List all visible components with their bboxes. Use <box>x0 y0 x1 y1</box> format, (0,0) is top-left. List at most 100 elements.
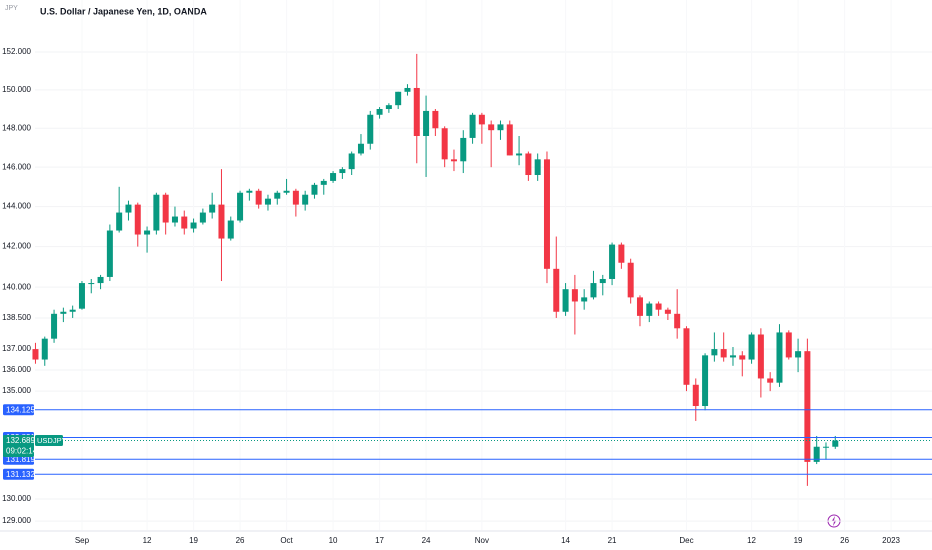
price-line-label: 134.125 <box>6 405 35 414</box>
candle-body <box>739 355 746 360</box>
candle-body <box>292 190 299 205</box>
candle <box>757 328 764 398</box>
candle <box>264 194 271 211</box>
candle-body <box>69 309 76 312</box>
candle <box>311 182 318 199</box>
candle-body <box>636 297 643 316</box>
y-tick-label: 138.500 <box>2 313 31 322</box>
corner-label: JPY <box>5 5 18 12</box>
candle <box>125 200 132 221</box>
candle-body <box>478 114 485 125</box>
y-tick-label: 146.000 <box>2 162 31 171</box>
candle-body <box>441 128 448 160</box>
candle-body <box>302 194 309 205</box>
candle-body <box>60 311 67 314</box>
candle <box>488 120 495 168</box>
candle <box>683 326 690 392</box>
candle <box>134 202 141 247</box>
candle <box>664 307 671 321</box>
candle-body <box>88 283 95 285</box>
candle <box>218 169 225 282</box>
candle-body <box>646 303 653 316</box>
candle-body <box>785 332 792 358</box>
candle <box>711 332 718 362</box>
candle-body <box>795 351 802 358</box>
candle <box>618 242 625 269</box>
candle <box>376 107 383 119</box>
candle <box>720 332 727 362</box>
candle <box>395 91 402 110</box>
candle <box>534 153 541 181</box>
price-line-label: 131.132 <box>6 470 35 479</box>
x-tick-label: 14 <box>561 536 570 545</box>
candle-body <box>274 192 281 199</box>
candle-body <box>209 204 216 213</box>
candle <box>302 190 309 211</box>
y-tick-label: 130.000 <box>2 494 31 503</box>
candle <box>553 236 560 318</box>
candle <box>543 151 550 284</box>
candle-body <box>757 334 764 379</box>
candle-body <box>423 110 430 136</box>
candle <box>581 289 588 310</box>
candle <box>348 151 355 176</box>
candle <box>795 338 802 373</box>
candle <box>478 112 485 144</box>
candle-body <box>692 384 699 406</box>
price-line-label-box <box>3 404 34 416</box>
candle-body <box>590 283 597 298</box>
x-tick-label: Sep <box>75 536 90 545</box>
candle-body <box>97 276 104 284</box>
x-tick-label: Nov <box>475 536 489 545</box>
price-line-label-box <box>3 468 34 480</box>
candle <box>144 226 151 253</box>
candle <box>441 126 448 168</box>
candle <box>97 274 104 290</box>
candle <box>739 351 746 377</box>
candle <box>776 324 783 387</box>
candle-body <box>822 446 829 448</box>
x-tick-label: 26 <box>236 536 245 545</box>
candle <box>655 301 662 316</box>
candle <box>209 192 216 219</box>
candle-body <box>376 109 383 115</box>
x-tick-label: 24 <box>422 536 431 545</box>
candle <box>357 134 364 156</box>
x-tick-label: 21 <box>608 536 617 545</box>
candle-body <box>729 355 736 358</box>
candle <box>450 149 457 172</box>
x-tick-label: 12 <box>747 536 756 545</box>
candle-body <box>469 114 476 138</box>
candle <box>385 103 392 113</box>
candle-body <box>339 169 346 174</box>
candle <box>525 151 532 181</box>
y-tick-label: 136.000 <box>2 365 31 374</box>
candle <box>413 53 420 164</box>
candle <box>32 342 39 364</box>
countdown-label: 09:02:14 <box>6 447 38 456</box>
candle-body <box>153 194 160 231</box>
candle-body <box>227 220 234 239</box>
candle <box>432 109 439 136</box>
candle <box>283 178 290 195</box>
grid <box>35 0 932 530</box>
candle <box>116 186 123 233</box>
candle-body <box>534 159 541 176</box>
candle-body <box>450 159 457 162</box>
candle-body <box>264 198 271 205</box>
candle-body <box>525 153 532 176</box>
candle <box>609 242 616 286</box>
candle-body <box>348 153 355 170</box>
y-tick-label: 142.000 <box>2 242 31 251</box>
candle-body <box>357 143 364 154</box>
candle-body <box>702 355 709 406</box>
candle-body <box>748 334 755 360</box>
candle-body <box>171 216 178 223</box>
candle-body <box>720 349 727 358</box>
candle <box>767 372 774 392</box>
x-tick-label: 10 <box>329 536 338 545</box>
candle <box>153 192 160 235</box>
candle-body <box>404 87 411 92</box>
candle <box>292 188 299 217</box>
